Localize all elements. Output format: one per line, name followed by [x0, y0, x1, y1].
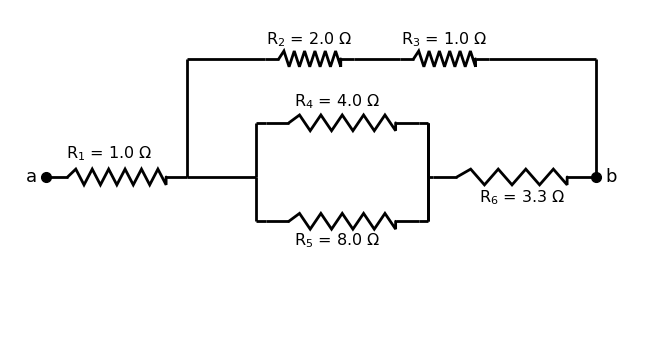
Text: R$_{5}$ = 8.0 Ω: R$_{5}$ = 8.0 Ω — [294, 231, 381, 250]
Text: R$_{2}$ = 2.0 Ω: R$_{2}$ = 2.0 Ω — [267, 30, 353, 49]
Text: R$_{1}$ = 1.0 Ω: R$_{1}$ = 1.0 Ω — [66, 145, 153, 163]
Text: a: a — [25, 168, 37, 186]
Text: b: b — [606, 168, 617, 186]
Text: R$_{6}$ = 3.3 Ω: R$_{6}$ = 3.3 Ω — [479, 189, 565, 207]
Text: R$_{4}$ = 4.0 Ω: R$_{4}$ = 4.0 Ω — [294, 92, 381, 111]
Text: R$_{3}$ = 1.0 Ω: R$_{3}$ = 1.0 Ω — [401, 30, 488, 49]
